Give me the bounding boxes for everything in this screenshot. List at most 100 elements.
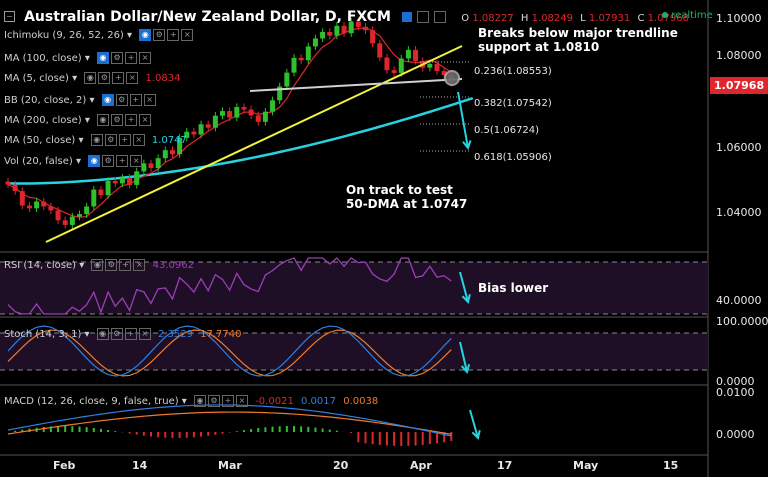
candle-body	[55, 210, 61, 221]
rsi-legend[interactable]: RSI (14, close) ▾ ◉ ⚙ + × 43.0962	[4, 259, 195, 271]
add-icon[interactable]: +	[119, 259, 132, 271]
eye-icon[interactable]	[401, 11, 412, 22]
close-icon[interactable]: ×	[138, 328, 151, 340]
eye-icon[interactable]: ◉	[84, 72, 97, 84]
close-icon[interactable]: ×	[126, 72, 139, 84]
realtime-label: realtime	[671, 10, 713, 21]
macd-legend[interactable]: MACD (12, 26, close, 9, false, true) ▾ ◉…	[4, 395, 379, 407]
symbol-title[interactable]: Australian Dollar/New Zealand Dollar, D,…	[24, 9, 391, 25]
candle-body	[434, 64, 440, 72]
close-icon[interactable]: ×	[130, 155, 143, 167]
indicator-row-ma5[interactable]: MA (5, close) ▾ ◉ ⚙ + × 1.0834	[4, 72, 181, 84]
macd-value: 0.0017	[301, 396, 336, 407]
indicator-row-vol[interactable]: Vol (20, false) ▾ ◉ ⚙ + ×	[4, 155, 144, 167]
add-icon[interactable]: +	[129, 94, 142, 106]
x-tick: 17	[497, 459, 513, 472]
macd-signal-line	[7, 411, 452, 435]
settings-icon[interactable]: ⚙	[115, 94, 128, 106]
close-icon[interactable]: ×	[132, 134, 145, 146]
settings-icon[interactable]: ⚙	[110, 328, 123, 340]
candle-body	[384, 57, 390, 71]
indicator-label: MA (5, close)	[4, 73, 69, 84]
close-icon[interactable]: ×	[236, 395, 249, 407]
close-icon[interactable]: ×	[181, 29, 194, 41]
add-icon[interactable]: +	[116, 155, 129, 167]
indicator-row-ichimoku[interactable]: Ichimoku (9, 26, 52, 26) ▾ ◉ ⚙ + ×	[4, 29, 195, 41]
collapse-icon[interactable]: −	[4, 11, 15, 22]
candle-body	[370, 30, 376, 44]
close-icon[interactable]: ×	[139, 52, 152, 64]
indicator-row-ma200[interactable]: MA (200, close) ▾ ◉ ⚙ + ×	[4, 114, 153, 126]
candle-body	[191, 131, 197, 135]
ohlc-high: 1.08249	[531, 13, 573, 24]
eye-icon[interactable]: ◉	[90, 134, 103, 146]
candle-body	[91, 189, 97, 207]
candle-body	[291, 57, 297, 73]
candle-body	[234, 107, 240, 118]
eye-icon[interactable]: ◉	[88, 155, 101, 167]
settings-icon[interactable]: ⚙	[104, 134, 117, 146]
settings-icon[interactable]: ⚙	[208, 395, 221, 407]
settings-icon[interactable]: ⚙	[111, 114, 124, 126]
indicator-row-bb[interactable]: BB (20, close, 2) ▾ ◉ ⚙ + ×	[4, 94, 158, 106]
fib-label-05: 0.5(1.06724)	[474, 125, 540, 136]
eye-icon[interactable]: ◉	[139, 29, 152, 41]
eye-icon[interactable]: ◉	[96, 328, 109, 340]
candle-body	[198, 124, 204, 135]
close-icon[interactable]	[434, 10, 447, 23]
indicator-label: Ichimoku (9, 26, 52, 26)	[4, 30, 124, 41]
stoch-legend[interactable]: Stoch (14, 3, 1) ▾ ◉ ⚙ + × 2.3529 17.7740	[4, 328, 242, 340]
candle-body	[169, 150, 175, 155]
rsi-band	[0, 262, 708, 314]
close-icon[interactable]: ×	[143, 94, 156, 106]
settings-icon[interactable]: ⚙	[98, 72, 111, 84]
candle-body	[305, 46, 311, 61]
settings-icon[interactable]	[417, 10, 430, 23]
x-tick: 20	[333, 459, 349, 472]
ohlc-low-key: L	[580, 13, 586, 24]
price-tick: 1.06000	[716, 141, 762, 154]
fib-label-0382: 0.382(1.07542)	[474, 98, 552, 109]
close-icon[interactable]: ×	[133, 259, 146, 271]
rsi-tick: 40.0000	[716, 294, 762, 307]
stoch-d-line	[7, 329, 452, 377]
eye-icon[interactable]: ◉	[101, 94, 114, 106]
price-panel-bg	[0, 0, 708, 252]
eye-icon[interactable]: ◉	[97, 52, 110, 64]
add-icon[interactable]: +	[118, 134, 131, 146]
add-icon[interactable]: +	[125, 114, 138, 126]
add-icon[interactable]: +	[125, 52, 138, 64]
eye-icon[interactable]: ◉	[194, 395, 207, 407]
indicator-row-ma100[interactable]: MA (100, close) ▾ ◉ ⚙ + ×	[4, 52, 153, 64]
candle-body	[141, 163, 147, 172]
add-icon[interactable]: +	[124, 328, 137, 340]
settings-icon[interactable]: ⚙	[102, 155, 115, 167]
indicator-label: Vol (20, false)	[4, 156, 73, 167]
candle-body	[26, 205, 32, 209]
candle-body	[48, 206, 54, 211]
ma50-line	[7, 96, 474, 185]
candle-body	[34, 201, 40, 209]
indicator-row-ma50[interactable]: MA (50, close) ▾ ◉ ⚙ + × 1.0747	[4, 134, 187, 146]
candle-body	[184, 131, 190, 138]
annotation-bias: Bias lower	[478, 281, 548, 295]
candle-body	[427, 64, 433, 68]
close-icon[interactable]: ×	[139, 114, 152, 126]
add-icon[interactable]: +	[222, 395, 235, 407]
ohlc-open: 1.08227	[472, 13, 514, 24]
add-icon[interactable]: +	[167, 29, 180, 41]
settings-icon[interactable]: ⚙	[111, 52, 124, 64]
candle-body	[413, 49, 419, 61]
eye-icon[interactable]: ◉	[97, 114, 110, 126]
candle-body	[105, 180, 111, 196]
eye-icon[interactable]: ◉	[91, 259, 104, 271]
candle-body	[377, 43, 383, 58]
settings-icon[interactable]: ⚙	[105, 259, 118, 271]
x-tick: May	[573, 459, 599, 472]
stoch-tick: 0.0000	[716, 375, 755, 388]
realtime-dot-icon	[662, 12, 668, 18]
settings-icon[interactable]: ⚙	[153, 29, 166, 41]
candle-body	[12, 184, 18, 192]
add-icon[interactable]: +	[112, 72, 125, 84]
